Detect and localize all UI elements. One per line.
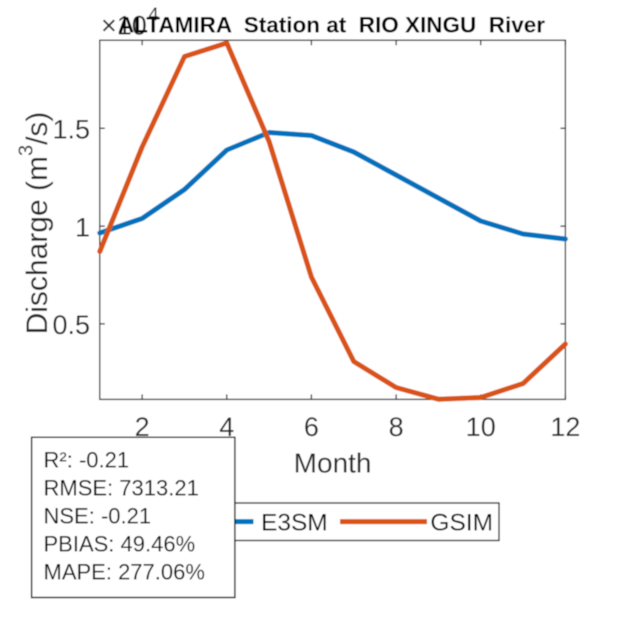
svg-text:Discharge (m3/s): Discharge (m3/s) <box>15 112 54 335</box>
svg-text:8: 8 <box>389 412 404 442</box>
svg-text:GSIM: GSIM <box>430 510 493 537</box>
svg-text:10: 10 <box>466 412 496 442</box>
svg-text:MAPE: 277.06%: MAPE: 277.06% <box>44 560 205 585</box>
svg-text:1: 1 <box>75 212 90 242</box>
svg-text:RMSE: 7313.21: RMSE: 7313.21 <box>44 476 199 501</box>
svg-text:NSE: -0.21: NSE: -0.21 <box>44 504 152 529</box>
svg-text:4: 4 <box>219 412 234 442</box>
svg-text:ALTAMIRA Station at RIO XING: ALTAMIRA Station at RIO XINGU River <box>118 12 545 37</box>
svg-text:2: 2 <box>135 412 150 442</box>
svg-text:12: 12 <box>550 412 580 442</box>
svg-text:Month: Month <box>294 448 372 479</box>
svg-text:PBIAS: 49.46%: PBIAS: 49.46% <box>44 532 196 557</box>
svg-text:1.5: 1.5 <box>52 115 90 145</box>
svg-text:6: 6 <box>304 412 319 442</box>
svg-text:E3SM: E3SM <box>261 510 328 537</box>
svg-text:R²: -0.21: R²: -0.21 <box>44 448 130 473</box>
svg-text:0.5: 0.5 <box>52 310 90 340</box>
